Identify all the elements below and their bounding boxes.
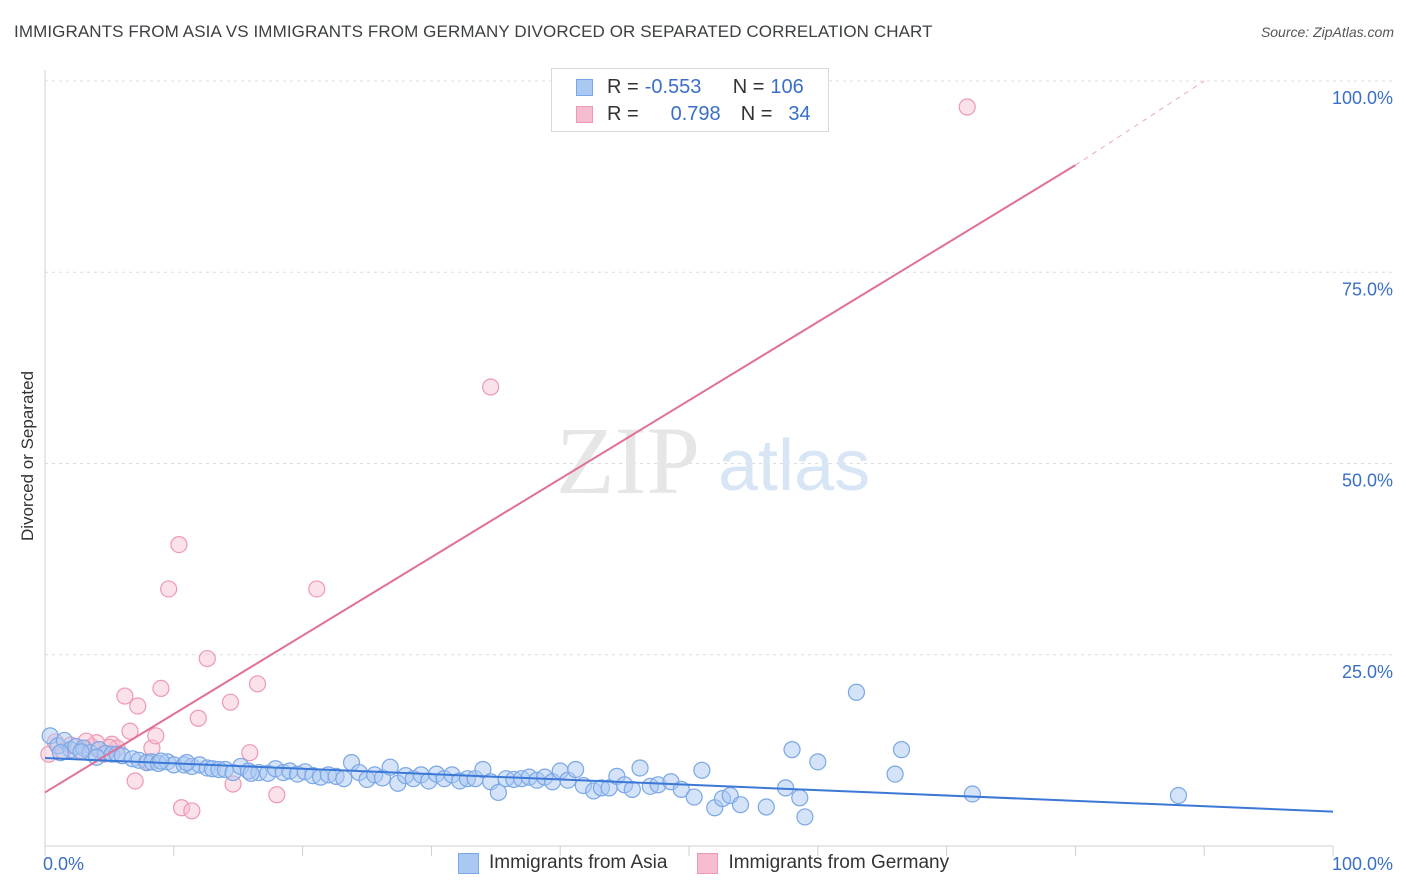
stats-row-germany: R = 0.798 N = 34: [576, 102, 811, 126]
germany-point: [170, 535, 188, 554]
asia-point: [757, 798, 775, 816]
asia-point: [178, 754, 196, 772]
asia-swatch: [576, 78, 593, 96]
asia-trend-line: [44, 757, 1334, 813]
asia-point: [791, 789, 809, 807]
source-credit: Source: ZipAtlas.com: [1260, 24, 1394, 40]
asia-point: [809, 753, 827, 771]
asia-point: [489, 783, 507, 802]
asia-points: [41, 683, 1188, 826]
x-tick-label: 0.0%: [43, 854, 84, 874]
germany-point: [221, 693, 240, 711]
germany-point: [958, 98, 976, 116]
legend-item-asia[interactable]: Immigrants from Asia: [458, 852, 667, 874]
germany-point: [121, 722, 139, 740]
y-axis-title: Divorced or Separated: [18, 371, 37, 541]
n-label: N =: [732, 75, 765, 98]
asia-point: [623, 780, 641, 798]
gridlines: [45, 80, 1392, 656]
x-tick-label: 100.0%: [1332, 854, 1393, 874]
germany-point: [308, 580, 326, 598]
asia-point: [886, 765, 904, 783]
germany-point: [198, 649, 216, 668]
germany-point: [147, 727, 165, 745]
germany-point: [189, 709, 207, 727]
axis-labels: 25.0% 50.0% 75.0% 100.0% 0.0% 100.0% Divorced …: [18, 88, 1393, 874]
asia-r-value: -0.553: [644, 75, 702, 98]
watermark-atlas: atlas: [718, 426, 870, 506]
trend-lines: [44, 80, 1334, 813]
asia-point: [567, 760, 585, 779]
axes: [44, 70, 1334, 856]
r-label: R =: [607, 102, 639, 125]
asia-n-value: 106: [770, 75, 804, 98]
asia-legend-swatch: [458, 852, 479, 874]
asia-legend-label: Immigrants from Asia: [489, 852, 668, 873]
asia-point: [783, 741, 801, 759]
asia-point: [796, 808, 814, 826]
asia-point: [685, 788, 703, 806]
germany-point: [160, 580, 178, 598]
germany-swatch: [576, 105, 593, 123]
y-tick-label: 75.0%: [1342, 279, 1393, 299]
n-label: N =: [740, 102, 773, 125]
asia-point: [693, 761, 711, 779]
r-label: R =: [607, 75, 639, 98]
germany-trend-line: [44, 164, 1076, 794]
asia-point: [963, 785, 981, 803]
asia-point: [731, 796, 750, 814]
legend-item-germany[interactable]: Immigrants from Germany: [697, 852, 949, 874]
y-tick-label: 25.0%: [1342, 662, 1393, 682]
germany-point: [116, 687, 134, 705]
asia-point: [242, 764, 260, 782]
germany-n-value: 34: [788, 102, 811, 125]
germany-point: [129, 697, 147, 715]
y-tick-label: 50.0%: [1342, 471, 1393, 491]
series-legend: Immigrants from Asia Immigrants from Ger…: [458, 852, 979, 874]
germany-legend-label: Immigrants from Germany: [728, 852, 950, 873]
asia-point: [847, 683, 866, 701]
germany-point: [172, 799, 191, 817]
germany-point: [183, 802, 201, 820]
asia-point: [152, 752, 170, 770]
asia-point: [381, 758, 399, 776]
germany-point: [152, 679, 170, 698]
watermark: ZIP atlas: [556, 407, 870, 514]
germany-trend-extension: [1075, 80, 1205, 166]
watermark-zip: ZIP: [556, 407, 700, 514]
asia-point: [1169, 786, 1188, 805]
stats-row-asia: R = -0.553 N = 106: [576, 75, 804, 99]
germany-point: [241, 744, 259, 762]
asia-point: [335, 770, 353, 788]
asia-point: [51, 744, 70, 762]
germany-point: [482, 378, 500, 396]
asia-point: [892, 741, 911, 759]
stats-legend: R = -0.553 N = 106 R = 0.798 N = 34: [551, 68, 829, 132]
germany-point: [248, 675, 267, 693]
asia-point: [474, 760, 492, 779]
asia-point: [72, 743, 90, 761]
germany-legend-swatch: [697, 852, 719, 874]
asia-point: [631, 759, 649, 777]
germany-point: [126, 772, 144, 790]
y-tick-label: 100.0%: [1332, 88, 1393, 108]
germany-r-value: 0.798: [670, 102, 721, 125]
germany-point: [268, 786, 286, 804]
chart-title: IMMIGRANTS FROM ASIA VS IMMIGRANTS FROM …: [14, 22, 933, 41]
